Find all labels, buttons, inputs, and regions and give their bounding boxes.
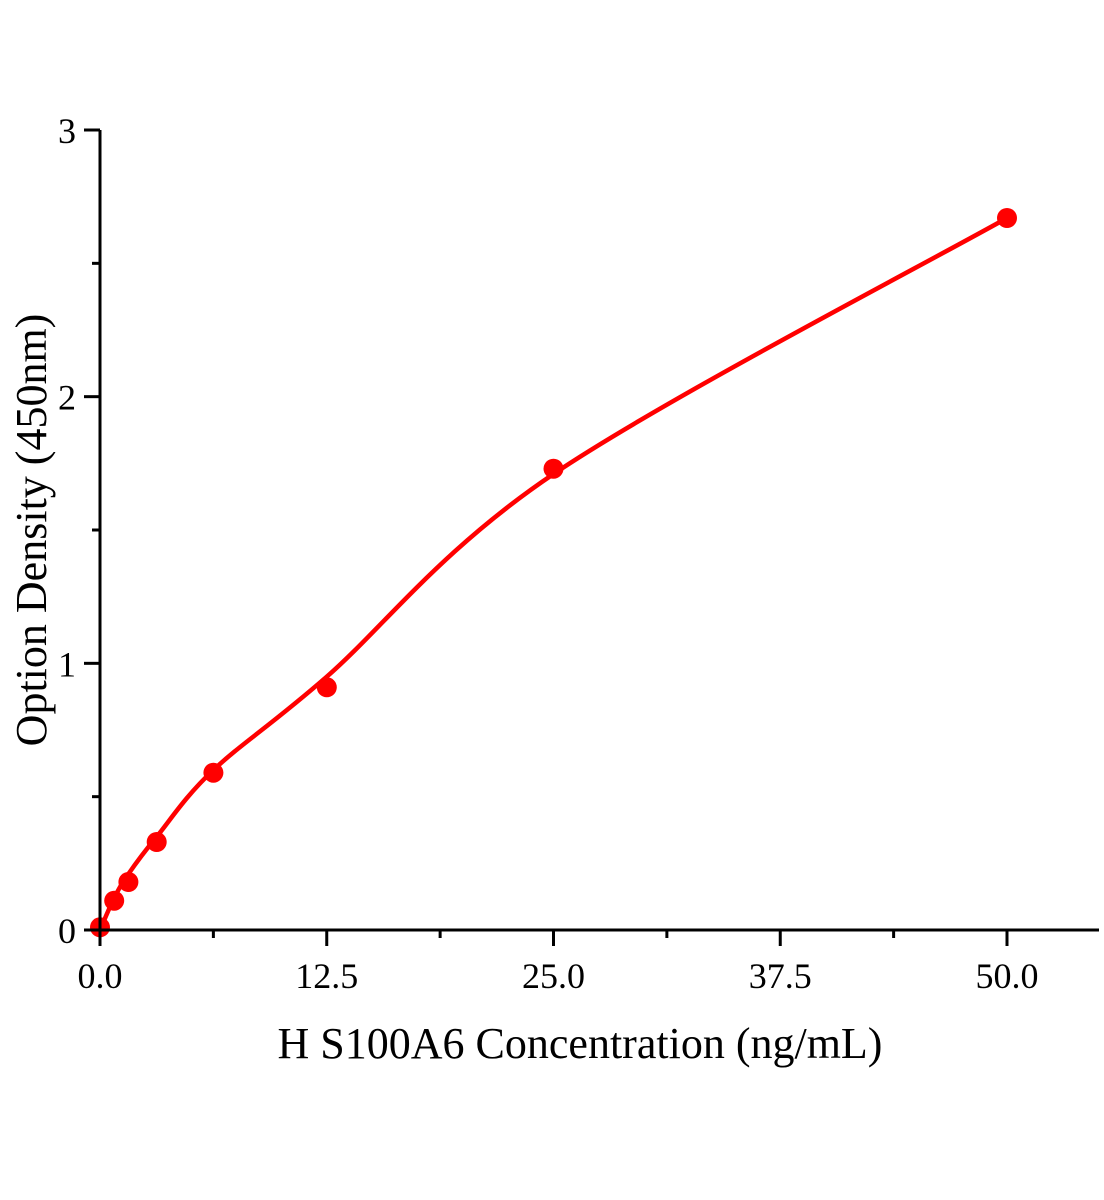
y-tick-label: 0 bbox=[58, 911, 76, 951]
fit-curve bbox=[97, 215, 1010, 933]
data-point bbox=[118, 872, 139, 892]
data-point bbox=[316, 677, 337, 698]
x-tick-label: 37.5 bbox=[749, 956, 812, 996]
data-point bbox=[104, 890, 125, 911]
data-point bbox=[146, 832, 167, 852]
x-tick-label: 50.0 bbox=[976, 956, 1039, 996]
x-tick-label: 12.5 bbox=[295, 956, 358, 996]
x-tick-label: 25.0 bbox=[522, 956, 585, 996]
data-point bbox=[203, 762, 224, 783]
data-point bbox=[997, 208, 1017, 228]
y-tick-label: 1 bbox=[58, 644, 76, 684]
y-axis-title: Option Density (450nm) bbox=[7, 314, 56, 747]
data-point bbox=[543, 458, 564, 479]
y-tick-label: 2 bbox=[58, 378, 76, 418]
y-tick-label: 3 bbox=[58, 111, 76, 151]
x-tick-label: 0.0 bbox=[78, 956, 123, 996]
x-axis-title: H S100A6 Concentration (ng/mL) bbox=[278, 1019, 883, 1068]
